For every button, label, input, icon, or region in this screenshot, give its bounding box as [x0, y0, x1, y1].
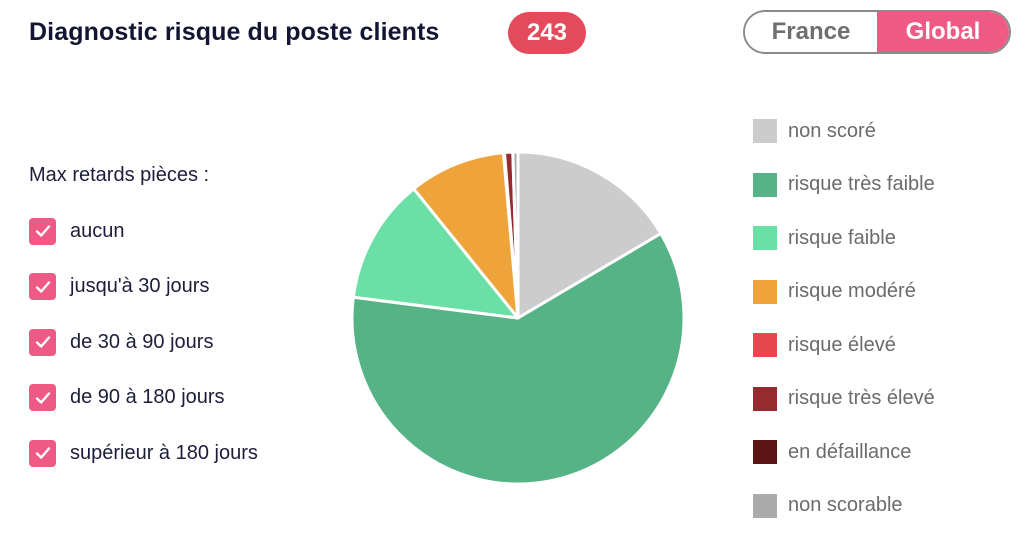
legend-swatch: [753, 493, 777, 518]
legend-label: risque élevé: [788, 333, 896, 356]
filter-label: de 30 à 90 jours: [70, 330, 214, 353]
filter-list: aucun jusqu'à 30 jours de 30 à 90 jours …: [29, 216, 258, 494]
count-badge: 243: [508, 12, 586, 54]
check-icon: [35, 225, 50, 237]
legend-item-non-scorable[interactable]: non scorable: [753, 492, 935, 520]
toggle-france[interactable]: France: [745, 12, 877, 52]
check-icon: [35, 336, 50, 348]
checkbox-aucun[interactable]: [29, 217, 56, 245]
legend-swatch: [753, 119, 777, 143]
filter-30-jours[interactable]: jusqu'à 30 jours: [29, 272, 258, 302]
legend-label: non scoré: [788, 119, 876, 142]
filter-sup-180-jours[interactable]: supérieur à 180 jours: [29, 438, 258, 468]
legend-swatch: [753, 440, 777, 464]
pie-svg: [350, 150, 686, 486]
legend: non scoré risque très faible risque faib…: [753, 117, 935, 545]
check-icon: [35, 447, 50, 459]
legend-swatch: [753, 386, 777, 411]
legend-item-defaillance[interactable]: en défaillance: [753, 438, 935, 466]
legend-label: risque très faible: [788, 173, 935, 195]
filters-title: Max retards pièces :: [29, 164, 210, 186]
legend-label: risque très élevé: [788, 387, 935, 409]
pie-slice-non-scorable[interactable]: [511, 150, 520, 320]
filter-label: jusqu'à 30 jours: [70, 275, 210, 297]
filter-aucun[interactable]: aucun: [29, 216, 258, 246]
legend-swatch: [753, 333, 777, 357]
pie-slice-risque-modéré[interactable]: [412, 151, 520, 320]
legend-item-faible[interactable]: risque faible: [753, 224, 935, 252]
filter-label: de 90 à 180 jours: [70, 386, 225, 408]
pie-slice-non-scoré[interactable]: [516, 150, 663, 320]
legend-label: en défaillance: [788, 440, 912, 463]
checkbox-30-jours[interactable]: [29, 273, 56, 300]
filter-label: aucun: [70, 219, 125, 242]
legend-swatch: [753, 279, 777, 304]
filter-90-180-jours[interactable]: de 90 à 180 jours: [29, 383, 258, 413]
legend-item-eleve[interactable]: risque élevé: [753, 331, 935, 359]
legend-label: non scorable: [788, 494, 903, 516]
checkbox-sup-180-jours[interactable]: [29, 439, 56, 467]
legend-label: risque modéré: [788, 280, 916, 302]
check-icon: [35, 280, 50, 293]
legend-item-modere[interactable]: risque modéré: [753, 278, 935, 306]
legend-item-non-score[interactable]: non scoré: [753, 117, 935, 145]
toggle-global[interactable]: Global: [877, 12, 1009, 52]
legend-swatch: [753, 172, 777, 197]
scope-toggle: France Global: [743, 10, 1011, 54]
filter-label: supérieur à 180 jours: [70, 441, 258, 464]
filter-30-90-jours[interactable]: de 30 à 90 jours: [29, 327, 258, 357]
pie-slice-risque-faible[interactable]: [351, 187, 520, 320]
legend-label: risque faible: [788, 226, 896, 249]
legend-item-tres-faible[interactable]: risque très faible: [753, 171, 935, 199]
legend-swatch: [753, 226, 777, 250]
page-title: Diagnostic risque du poste clients: [29, 18, 440, 46]
legend-item-tres-eleve[interactable]: risque très élevé: [753, 385, 935, 413]
checkbox-90-180-jours[interactable]: [29, 384, 56, 411]
check-icon: [35, 391, 50, 404]
checkbox-30-90-jours[interactable]: [29, 328, 56, 356]
pie-slice-risque-très-faible[interactable]: [350, 232, 686, 486]
risk-pie-chart: [345, 145, 691, 491]
